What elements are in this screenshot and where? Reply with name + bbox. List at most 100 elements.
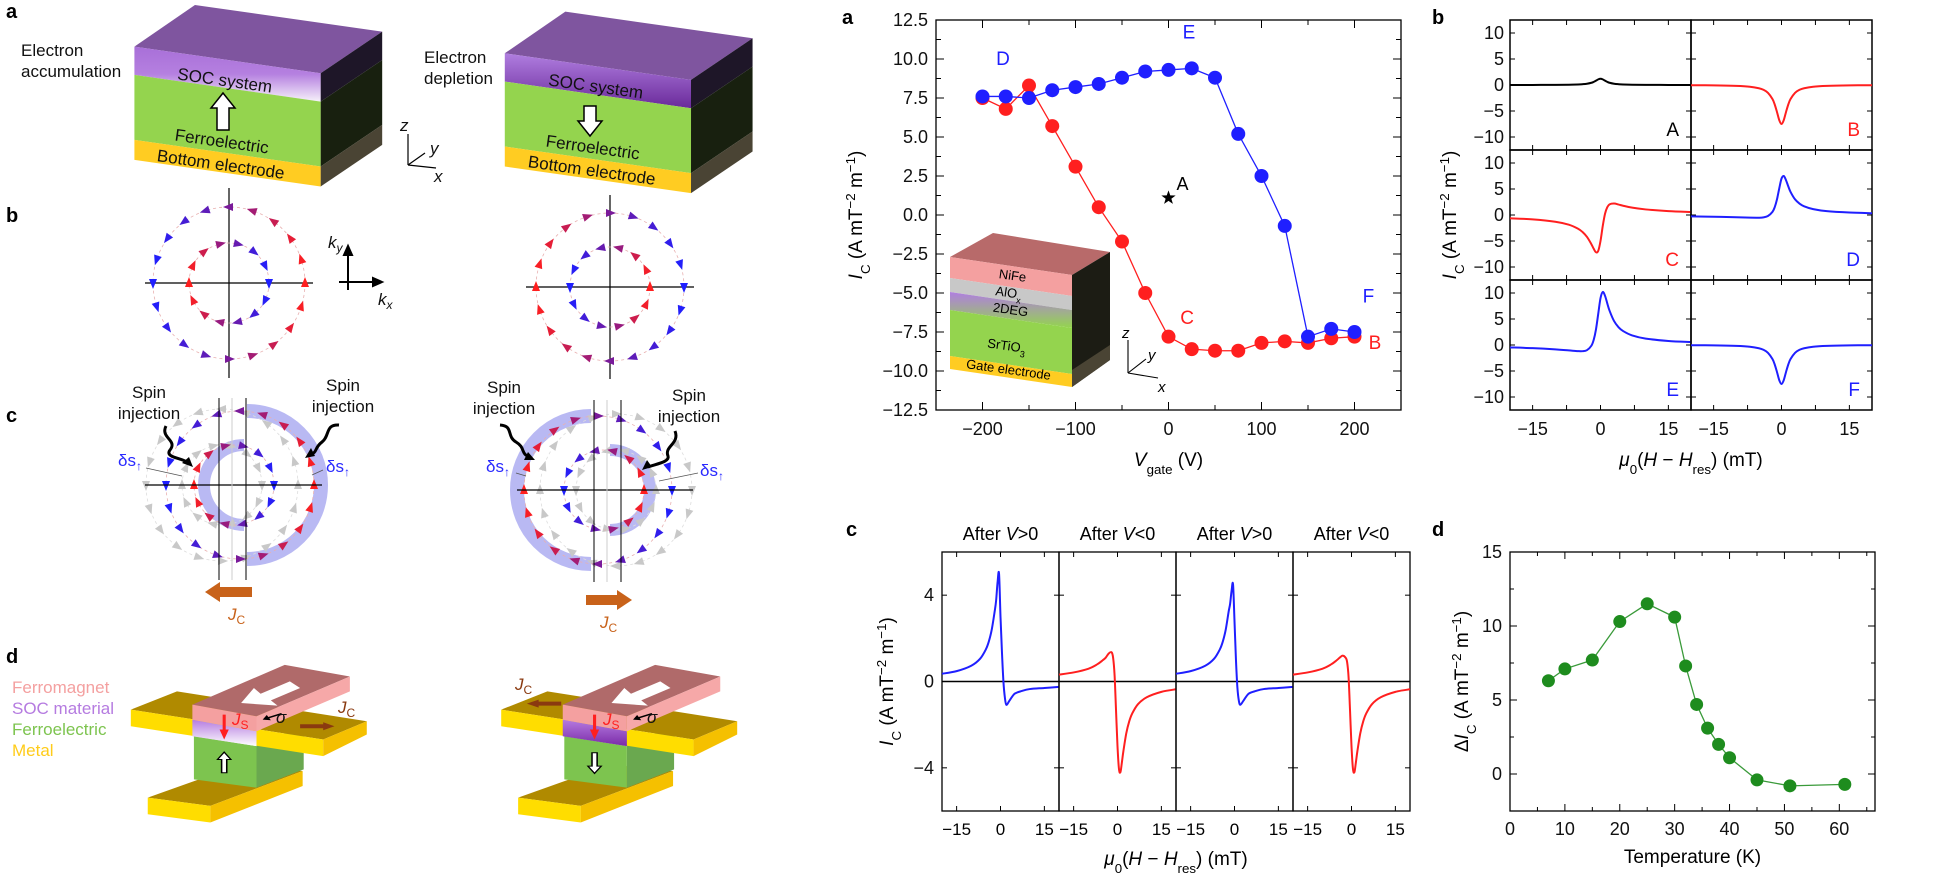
sigma-label-1: σ — [276, 708, 287, 727]
y-tick-label: 5 — [1494, 179, 1504, 199]
spin-arrow-icon — [208, 442, 219, 451]
spin-arrow-icon — [172, 417, 183, 428]
spin-arrow-icon — [620, 525, 631, 534]
spin-arrow-icon — [590, 524, 601, 533]
caption-electron-depletion-1: Electron — [424, 48, 486, 67]
spin-arrow-icon — [246, 208, 258, 216]
data-point — [1045, 119, 1060, 134]
x-tick-label: 15 — [1839, 419, 1859, 439]
spin-arrow-icon — [536, 484, 544, 494]
spin-arrow-icon — [258, 481, 266, 491]
x-tick-label: 200 — [1339, 419, 1369, 439]
spin-arrow-icon — [652, 484, 660, 494]
spin-arrow-icon — [606, 209, 616, 217]
data-point — [1022, 91, 1036, 105]
block-depletion — [504, 11, 753, 194]
spin-arrow-icon — [579, 312, 590, 323]
spin-arrow-icon — [204, 512, 215, 522]
spin-arrow-icon — [522, 461, 531, 473]
annotation-A: A — [1177, 174, 1189, 194]
spin-arrow-icon — [560, 486, 568, 496]
spin-arrow-icon — [215, 240, 226, 249]
spin-arrow-icon — [635, 424, 647, 434]
y-tick-label: 10 — [1484, 23, 1504, 43]
spin-arrow-icon — [546, 325, 556, 337]
y-tick-label: 7.5 — [903, 88, 928, 108]
spin-arrow-icon — [634, 501, 643, 513]
data-point — [1091, 200, 1106, 215]
spin-arrow-icon — [289, 502, 297, 514]
spin-arrow-icon — [677, 304, 686, 316]
spin-arrow-icon — [298, 253, 307, 265]
y-tick-label: −5 — [1483, 101, 1504, 121]
spectrum-curve — [1292, 654, 1411, 774]
spin-arrow-icon — [176, 435, 186, 447]
spin-arrow-icon — [664, 237, 674, 249]
spin-arrow-icon — [236, 555, 246, 563]
spin-injection-label-3a: Spin — [487, 378, 521, 397]
spin-arrow-icon — [589, 446, 600, 455]
axis-z: z — [399, 116, 409, 135]
spin-arrow-icon — [688, 486, 696, 496]
spin-arrow-icon — [190, 294, 199, 306]
y-axis-label: IC (A mT−2 m−1) — [843, 151, 873, 280]
x-tick-label: 15 — [1035, 820, 1054, 839]
legend-item-ferromagnet: Ferromagnet — [12, 678, 110, 697]
y-tick-label: 5 — [1492, 690, 1502, 710]
star-marker-icon — [1161, 190, 1176, 204]
jc-device-label-1: JC — [337, 698, 356, 720]
spin-arrow-icon — [296, 436, 306, 448]
y-tick-label: 10 — [1484, 153, 1504, 173]
spin-arrow-icon — [167, 457, 175, 468]
data-point — [1208, 343, 1222, 358]
data-point — [1750, 773, 1764, 787]
y-tick-label: 12.5 — [893, 10, 928, 30]
inset-layer — [950, 310, 1072, 374]
spin-arrow-icon — [195, 496, 204, 508]
subpanel-label: B — [1847, 120, 1860, 141]
data-point — [1640, 597, 1654, 611]
spin-arrow-icon — [565, 424, 577, 435]
ds-label-3: δs↑ — [486, 457, 510, 479]
spin-arrow-icon — [683, 461, 691, 473]
panel-label-b-left: b — [6, 205, 18, 227]
spin-arrow-icon — [142, 481, 150, 491]
data-point — [1277, 218, 1292, 233]
spin-arrow-icon — [264, 462, 273, 474]
spin-arrow-icon — [582, 214, 593, 222]
spin-arrow-icon — [574, 453, 585, 463]
spin-arrow-icon — [212, 550, 223, 558]
x-tick-label: 15 — [1269, 820, 1288, 839]
spin-arrow-icon — [640, 298, 649, 310]
y-tick-label: −5 — [1483, 361, 1504, 381]
spin-arrow-icon — [277, 524, 288, 536]
subpanel-label: F — [1848, 380, 1860, 401]
data-point — [1783, 779, 1797, 793]
x-tick-label: 0 — [1113, 820, 1122, 839]
spin-arrow-icon — [151, 301, 160, 313]
y-tick-label: −7.5 — [892, 322, 928, 342]
spin-arrow-icon — [154, 254, 162, 266]
data-point — [998, 89, 1013, 104]
k-axes-icon — [339, 243, 385, 290]
data-point — [1558, 662, 1572, 676]
subpanel-title: After V>0 — [963, 524, 1039, 544]
js-label-2: JS — [602, 710, 620, 732]
data-point — [1022, 78, 1036, 93]
data-point — [1184, 342, 1199, 357]
y-tick-label: 2.5 — [903, 166, 928, 186]
data-point — [1541, 674, 1555, 688]
x-tick-label: 30 — [1665, 819, 1685, 839]
data-point — [1068, 159, 1083, 174]
spin-arrow-icon — [237, 519, 248, 528]
x-tick-label: 60 — [1829, 819, 1849, 839]
x-axis-label: Vgate (V) — [1134, 450, 1203, 477]
spin-arrow-icon — [265, 279, 273, 289]
spin-arrow-icon — [183, 496, 192, 508]
spin-arrow-icon — [255, 497, 264, 508]
spin-arrow-icon — [577, 467, 586, 479]
spectrum-curve — [1509, 290, 1692, 353]
x-tick-label: 0 — [1347, 820, 1356, 839]
panel-label-b-right: b — [1432, 7, 1444, 29]
spin-arrow-icon — [566, 283, 574, 293]
